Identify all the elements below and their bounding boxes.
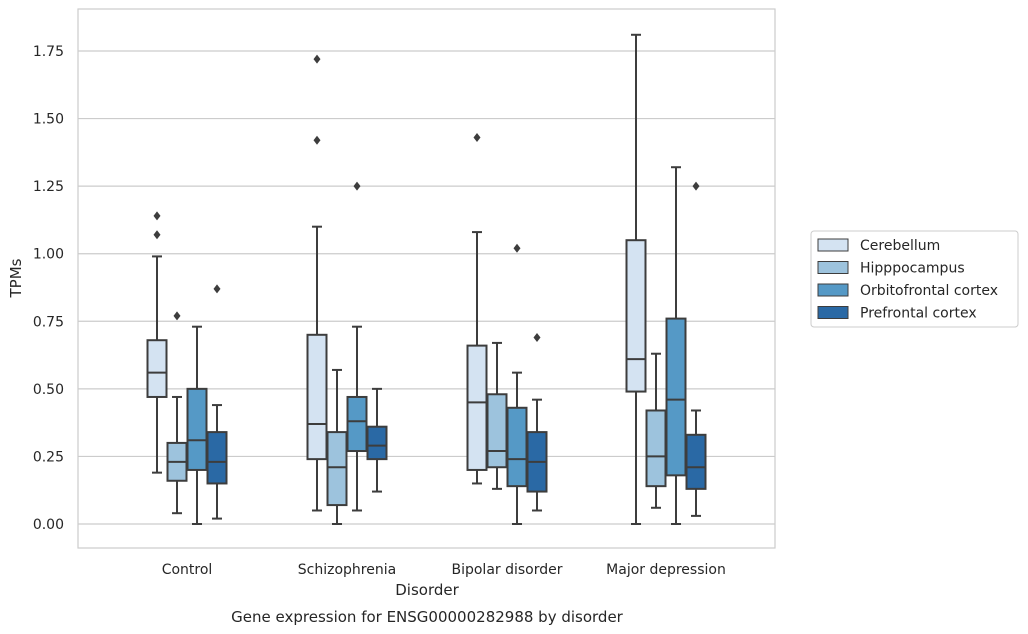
box <box>366 387 388 493</box>
box-body <box>306 333 328 461</box>
box-body <box>186 387 208 471</box>
outlier-point <box>353 181 361 191</box>
box-groups <box>146 33 707 525</box>
outlier-point <box>533 333 541 343</box>
legend-label: Hipppocampus <box>860 261 965 277</box>
box <box>206 284 228 520</box>
legend-swatch <box>817 306 849 319</box>
legend-item: Hipppocampus <box>817 261 965 277</box>
outlier-point <box>153 230 161 240</box>
legend-item: Orbitofrontal cortex <box>817 283 998 299</box>
box <box>186 325 208 525</box>
box <box>685 181 707 517</box>
legend: Cerebellum Hipppocampus Orbitofrontal cort… <box>810 230 1019 328</box>
y-tick-label: 0.50 <box>33 382 64 398</box>
box <box>346 181 368 512</box>
box-body <box>645 409 667 488</box>
box-group <box>306 54 388 525</box>
box-body <box>685 433 707 490</box>
outlier-point <box>173 311 181 321</box>
legend-item: Prefrontal cortex <box>817 306 977 322</box>
x-tick-label: Bipolar disorder <box>451 562 562 578</box>
x-tick-label: Major depression <box>606 562 726 578</box>
box-group <box>146 211 228 525</box>
box-body <box>665 317 687 477</box>
y-tick-label: 0.75 <box>33 314 64 330</box>
outlier-point <box>313 135 321 145</box>
outlier-point <box>473 132 481 142</box>
outlier-point <box>153 211 161 221</box>
y-tick-label: 0.00 <box>33 517 64 533</box>
y-tick-label: 1.25 <box>33 179 64 195</box>
x-tick-label: Control <box>162 562 213 578</box>
y-axis-ticks: 0.00 0.25 0.50 0.75 1.00 1.25 1.50 1.75 <box>33 44 64 533</box>
legend-swatch <box>817 283 849 297</box>
x-tick-label: Schizophrenia <box>298 562 396 578</box>
box <box>645 352 667 509</box>
legend-label: Cerebellum <box>860 238 940 254</box>
box <box>306 54 328 512</box>
box <box>665 166 687 525</box>
box-body <box>346 395 368 453</box>
box-body <box>625 239 647 393</box>
box-body <box>326 431 348 507</box>
box <box>486 341 508 490</box>
y-tick-label: 1.00 <box>33 247 64 263</box>
plot-area-frame <box>77 8 776 549</box>
box-body <box>366 425 388 461</box>
outlier-point <box>213 284 221 294</box>
outlier-point <box>513 243 521 253</box>
legend-frame <box>810 230 1019 328</box>
box-group <box>625 33 707 525</box>
x-axis-ticks: Control Schizophrenia Bipolar disorder Majo… <box>162 562 726 578</box>
y-tick-label: 1.75 <box>33 44 64 60</box>
chart-caption: Gene expression for ENSG00000282988 by d… <box>231 608 624 626</box>
x-axis-label: Disorder <box>395 581 459 599</box>
box <box>506 243 528 525</box>
legend-label: Prefrontal cortex <box>860 306 977 322</box>
box <box>466 132 488 485</box>
box-body <box>466 344 488 471</box>
box <box>146 211 168 474</box>
outlier-point <box>313 54 321 64</box>
legend-swatch <box>817 238 849 252</box>
box-body <box>486 393 508 469</box>
y-tick-label: 1.50 <box>33 112 64 128</box>
box-group <box>466 132 548 525</box>
box <box>166 311 188 515</box>
y-tick-label: 0.25 <box>33 449 64 465</box>
box-body <box>506 406 528 488</box>
box-body <box>206 431 228 485</box>
legend-label: Orbitofrontal cortex <box>860 283 998 299</box>
outlier-point <box>692 181 700 191</box>
legend-swatch <box>817 261 849 274</box>
box <box>526 333 548 512</box>
box-body <box>146 339 168 398</box>
box <box>326 368 348 525</box>
legend-item: Cerebellum <box>817 238 940 254</box>
y-axis-label: TPMs <box>7 258 25 298</box>
box <box>625 33 647 525</box>
